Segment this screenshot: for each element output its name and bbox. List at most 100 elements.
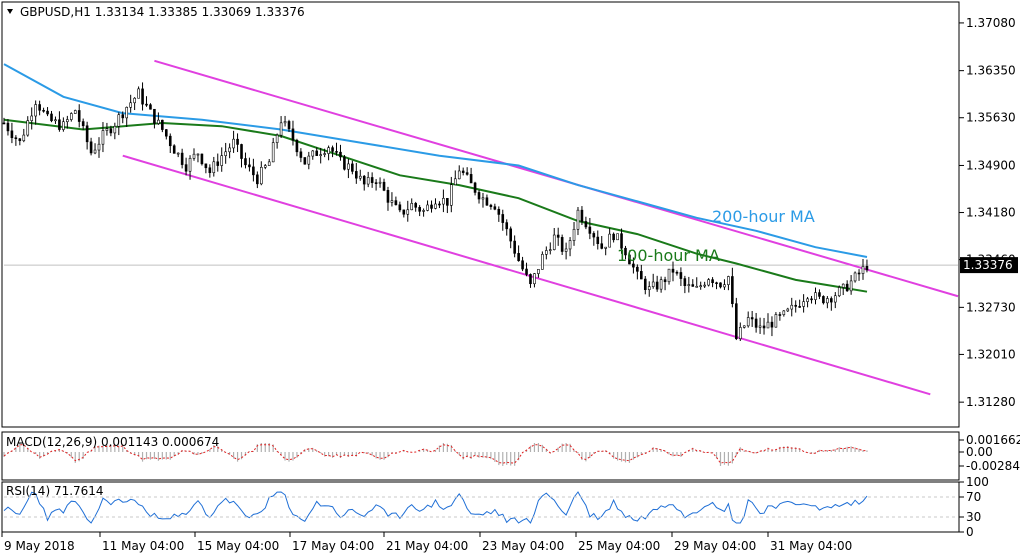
candle-body — [655, 281, 659, 290]
candle — [398, 201, 402, 213]
candle — [362, 175, 366, 191]
candle-body — [109, 128, 113, 134]
candle-body — [802, 301, 805, 307]
candle — [38, 100, 41, 116]
candle-body — [279, 122, 283, 136]
candle — [6, 119, 10, 136]
candle-body — [450, 184, 453, 206]
candle — [477, 190, 481, 204]
candle-body — [307, 155, 311, 165]
candle — [394, 196, 398, 206]
candle — [762, 317, 766, 335]
candle-body — [501, 214, 505, 223]
candle-body — [568, 240, 572, 250]
candle — [711, 277, 714, 288]
candle-body — [267, 161, 271, 166]
candle-body — [727, 276, 730, 285]
candle-body — [347, 163, 350, 170]
candle — [841, 283, 845, 296]
candle — [434, 198, 437, 210]
rsi-tick-label: 30 — [966, 510, 981, 524]
candle-body — [327, 147, 330, 154]
candle — [659, 276, 663, 293]
candle-body — [358, 175, 362, 179]
candle — [180, 148, 184, 169]
candle — [450, 176, 453, 213]
candle-body — [398, 204, 402, 211]
candle — [299, 148, 303, 163]
candle — [275, 133, 279, 149]
candle — [636, 264, 639, 280]
current-price-label: 1.33376 — [963, 258, 1013, 272]
ma200-annotation: 200-hour MA — [712, 207, 815, 226]
candle-body — [133, 97, 136, 104]
candle-body — [746, 317, 750, 327]
candle — [750, 310, 754, 327]
ma200-path — [3, 63, 868, 258]
price-axis: 1.370801.363501.356301.349001.341801.334… — [959, 16, 1016, 409]
candle — [93, 143, 97, 155]
price-tick-label: 1.31280 — [966, 395, 1016, 409]
candle-body — [663, 279, 667, 283]
candle-body — [390, 200, 394, 203]
candle-body — [442, 198, 445, 205]
candle — [802, 294, 805, 313]
candle-body — [465, 172, 469, 175]
candle — [572, 221, 576, 246]
candle — [837, 285, 841, 298]
candle-body — [331, 147, 334, 152]
candle-body — [560, 237, 564, 252]
price-tick-label: 1.34180 — [966, 206, 1016, 220]
candle-body — [113, 126, 117, 134]
candle-body — [513, 240, 516, 254]
candle-body — [335, 151, 338, 153]
candle-body — [675, 271, 679, 274]
candle — [232, 130, 235, 153]
price-tick-label: 1.35630 — [966, 111, 1016, 125]
candle — [517, 245, 520, 262]
candle — [220, 147, 224, 172]
candle — [806, 296, 809, 308]
candle — [469, 167, 473, 184]
candle — [576, 207, 580, 236]
candle-body — [93, 149, 97, 154]
candle — [204, 163, 208, 174]
candle — [624, 245, 627, 260]
candle-body — [196, 153, 200, 156]
candle — [754, 312, 758, 333]
candle — [671, 261, 675, 282]
candle-body — [695, 286, 699, 288]
candle — [833, 292, 837, 309]
candle-body — [263, 165, 267, 168]
candle-body — [703, 284, 706, 287]
rsi-path — [3, 491, 868, 524]
candle — [386, 186, 390, 211]
candle-body — [790, 304, 794, 310]
candle — [157, 112, 160, 125]
candle — [548, 242, 552, 255]
candle — [164, 128, 168, 140]
candle-body — [374, 182, 378, 184]
candle — [410, 198, 414, 211]
candle — [54, 116, 57, 124]
candle — [176, 152, 180, 158]
candle-body — [738, 327, 742, 340]
candle — [335, 142, 338, 156]
candle — [97, 137, 101, 158]
candle — [50, 110, 53, 123]
candle — [822, 295, 825, 305]
candle — [196, 153, 200, 163]
candle-body — [145, 103, 148, 106]
candle-body — [687, 284, 691, 286]
candle — [315, 147, 319, 156]
candle — [826, 296, 829, 309]
candle-body — [430, 204, 433, 209]
candle-body — [750, 317, 754, 320]
candle-body — [651, 281, 655, 287]
candle-body — [774, 314, 778, 328]
candle — [663, 276, 667, 291]
candle-body — [121, 114, 125, 119]
candle — [212, 156, 216, 177]
candle — [73, 109, 77, 114]
candle-body — [711, 279, 714, 284]
